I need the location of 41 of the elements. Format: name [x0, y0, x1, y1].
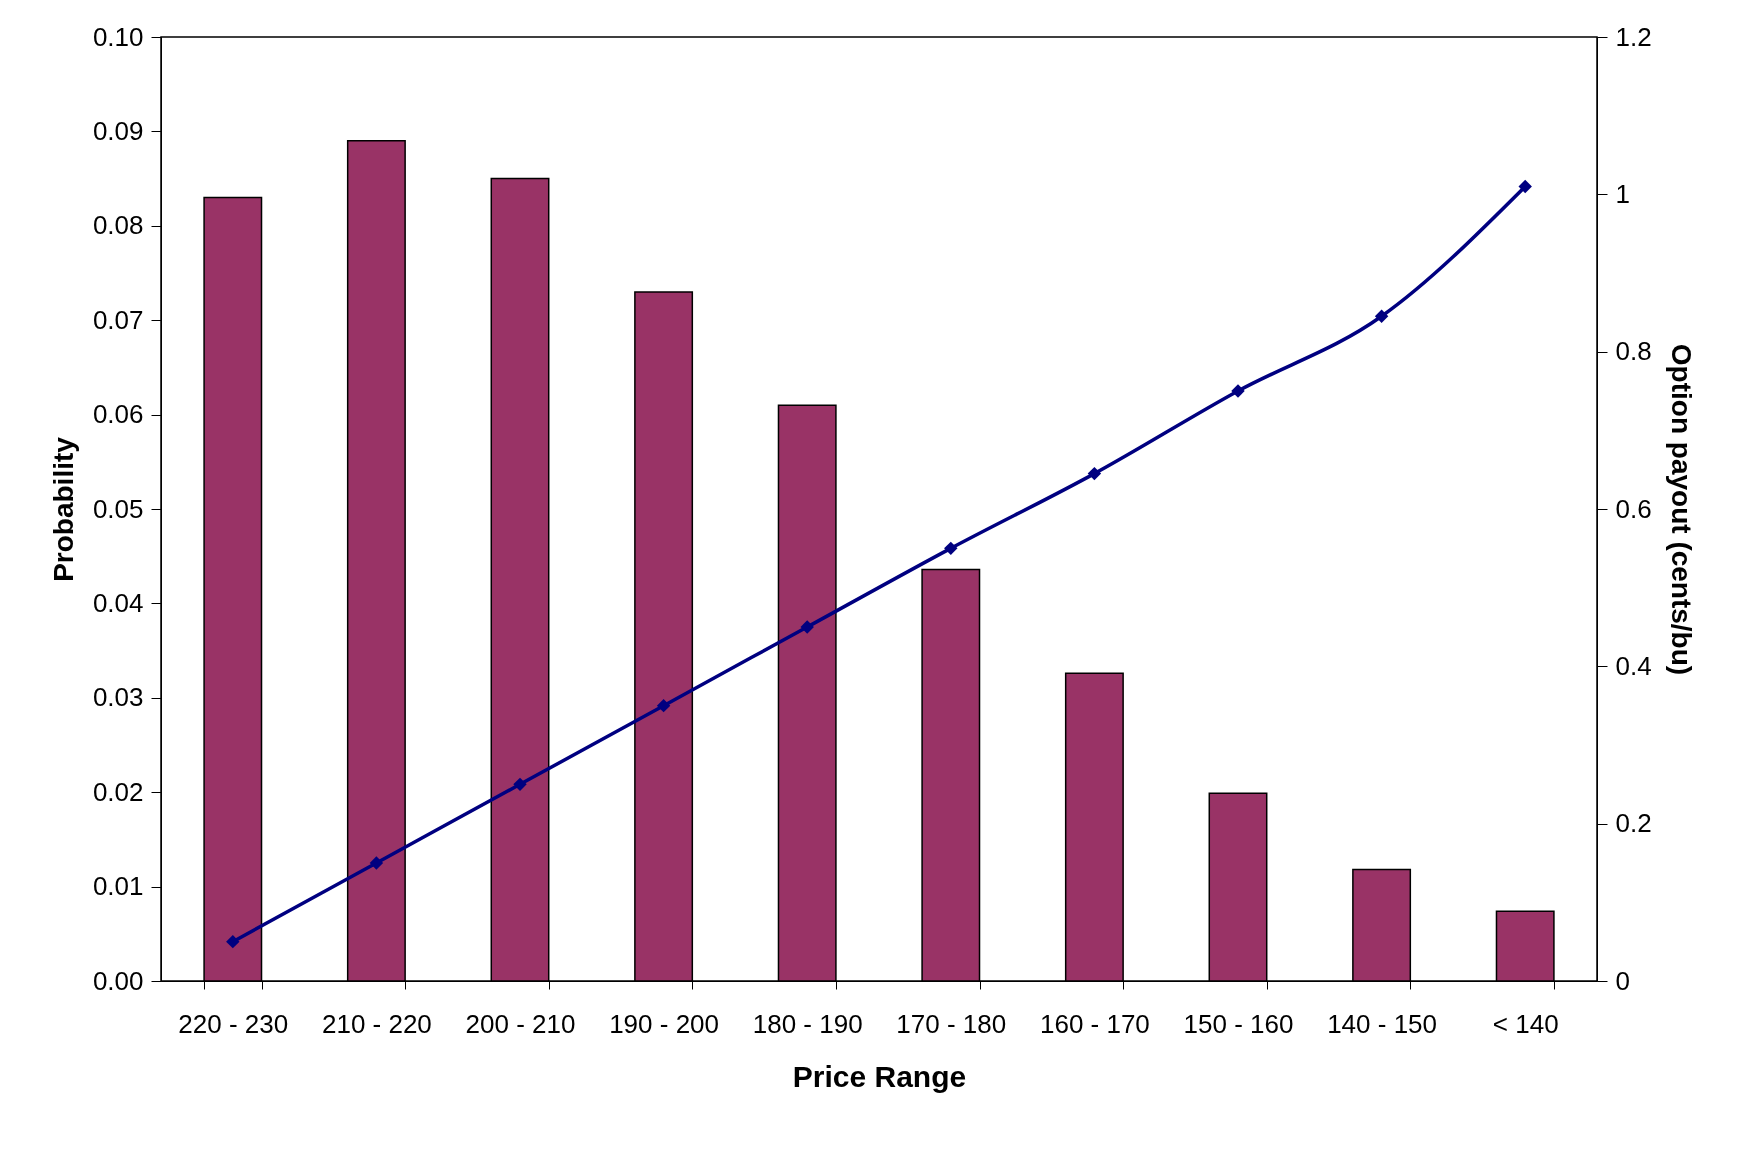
y-tick-label: 0.02	[92, 776, 144, 807]
x-tick-label: 140 - 150	[1327, 1008, 1438, 1039]
point	[226, 934, 240, 949]
x-tick-label: 160 - 170	[1039, 1008, 1150, 1039]
point	[944, 541, 958, 556]
point	[1087, 466, 1102, 481]
y-axis-title: Probability	[47, 436, 79, 582]
y-tick-label: 0.09	[92, 115, 144, 146]
y2-tick-label: 1.2	[1615, 21, 1652, 52]
y2-axis-title: Option payout (cents/bu)	[1665, 343, 1697, 676]
y-tick-label: 0.06	[92, 399, 144, 430]
y-tick-label: 0.08	[92, 210, 144, 241]
point	[369, 856, 384, 870]
y-tick-label: 0.04	[92, 587, 144, 618]
point	[1518, 179, 1532, 194]
y2-tick-label: 1	[1615, 178, 1630, 209]
x-tick-label: 210 - 220	[321, 1008, 432, 1039]
x-tick-label: < 140	[1492, 1008, 1559, 1039]
x-tick-label: 200 - 210	[465, 1008, 576, 1039]
y-tick-label: 0.00	[92, 965, 144, 996]
y-tick-label: 0.10	[92, 21, 144, 52]
y2-tick-label: 0.8	[1615, 336, 1652, 367]
y-tick-label: 0.07	[92, 304, 144, 335]
point	[513, 777, 527, 792]
x-tick-label: 150 - 160	[1183, 1008, 1294, 1039]
x-tick-label: 220 - 230	[178, 1008, 289, 1039]
x-tick-label: 180 - 190	[752, 1008, 863, 1039]
y2-tick-label: 0.6	[1615, 493, 1652, 524]
y-tick-label: 0.03	[92, 682, 144, 713]
y2-tick-label: 0.2	[1615, 808, 1652, 839]
y-tick-label: 0.01	[92, 871, 144, 902]
point	[1231, 384, 1245, 398]
y2-tick-label: 0.4	[1615, 650, 1652, 681]
y-tick-label: 0.05	[92, 493, 144, 524]
point	[1374, 309, 1389, 323]
y2-tick-label: 0	[1615, 965, 1630, 996]
x-tick-label: 190 - 200	[609, 1008, 720, 1039]
x-tick-label: 170 - 180	[896, 1008, 1007, 1039]
point	[656, 698, 671, 713]
x-axis-title: Price Range	[792, 1059, 967, 1093]
point	[800, 620, 814, 634]
